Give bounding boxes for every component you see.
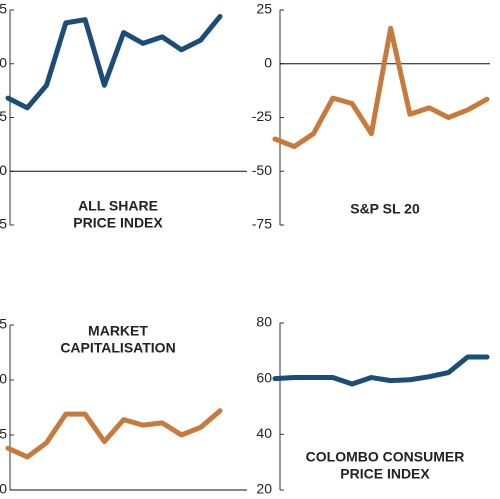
chart-title: PRICE INDEX [340, 466, 430, 482]
y-tick-label: 0 [0, 54, 7, 70]
y-tick-label: 5 [0, 316, 7, 332]
y-tick-label: -25 [252, 108, 272, 124]
y-tick-label: 5 [0, 216, 7, 232]
chart-title: CAPITALISATION [60, 340, 175, 356]
data-line [272, 354, 490, 387]
chart-title: MARKET [88, 323, 148, 339]
data-line [5, 408, 223, 460]
y-tick-label: 25 [0, 108, 7, 124]
y-tick-label: 0 [0, 162, 7, 178]
data-line [272, 25, 490, 150]
y-tick-label: 5 [0, 426, 7, 442]
y-tick-label: 60 [256, 369, 272, 385]
y-tick-label: 80 [256, 314, 272, 330]
y-tick-label: 0 [264, 54, 272, 70]
chart-title: PRICE INDEX [73, 215, 163, 231]
chart-title: S&P SL 20 [350, 201, 420, 217]
y-tick-label: 25 [256, 1, 272, 17]
y-tick-label: -50 [252, 162, 272, 178]
data-line [5, 13, 223, 111]
chart-title: ALL SHARE [78, 198, 158, 214]
y-tick-label: 40 [256, 425, 272, 441]
chart-title: COLOMBO CONSUMER [306, 449, 465, 465]
y-tick-label: 20 [256, 481, 272, 497]
y-tick-label: 0 [0, 371, 7, 387]
y-tick-label: 0 [0, 481, 7, 497]
y-tick-label: -75 [252, 216, 272, 232]
y-tick-label: 5 [0, 1, 7, 17]
